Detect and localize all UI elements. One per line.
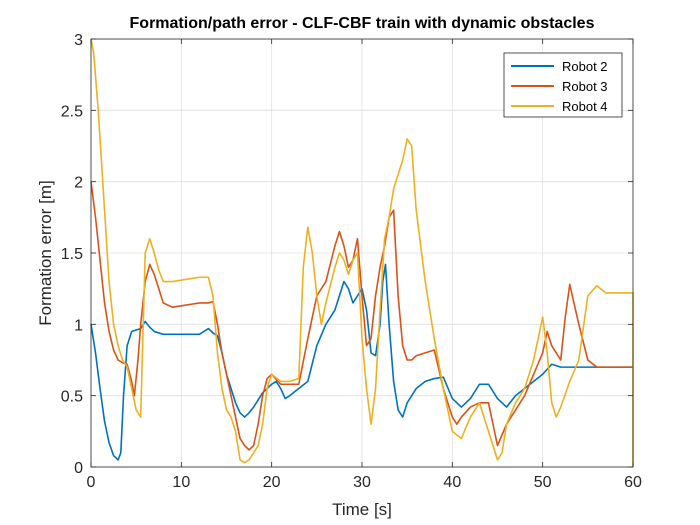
series-line-robot-3 — [90, 181, 633, 451]
x-axis-label: Time [s] — [332, 500, 392, 519]
series-line-robot-2 — [90, 263, 633, 461]
x-tick-label: 50 — [534, 474, 552, 491]
x-tick-label: 20 — [263, 474, 281, 491]
y-tick-label: 3 — [74, 32, 83, 49]
y-tick-label: 2 — [74, 175, 83, 192]
x-tick-label: 0 — [87, 474, 96, 491]
y-tick-label: 0.5 — [61, 389, 83, 406]
series-layer — [90, 38, 634, 467]
x-tick-label: 30 — [353, 474, 371, 491]
legend-label-robot-3: Robot 3 — [562, 79, 608, 94]
y-axis-label: Formation error [m] — [36, 180, 55, 325]
y-tick-label: 1.5 — [61, 246, 83, 263]
legend-label-robot-4: Robot 4 — [562, 99, 608, 114]
ticks: 0 10 20 30 40 50 60 0 0.5 1 1.5 2 2.5 3 — [61, 32, 642, 491]
y-tick-label: 1 — [74, 317, 83, 334]
series-line-robot-4 — [90, 38, 634, 467]
y-tick-label: 2.5 — [61, 103, 83, 120]
legend: Robot 2 Robot 3 Robot 4 — [503, 52, 623, 118]
x-tick-label: 60 — [624, 474, 642, 491]
y-tick-label: 0 — [74, 460, 83, 477]
x-tick-label: 40 — [443, 474, 461, 491]
legend-label-robot-2: Robot 2 — [562, 59, 608, 74]
chart-title: Formation/path error - CLF-CBF train wit… — [130, 15, 595, 32]
x-tick-label: 10 — [172, 474, 190, 491]
